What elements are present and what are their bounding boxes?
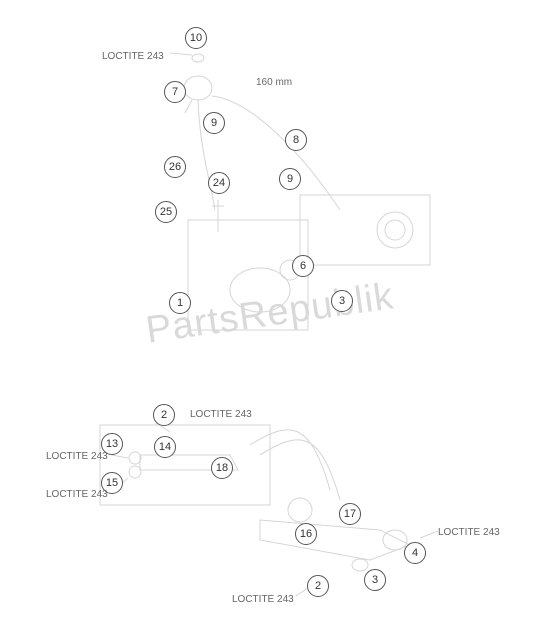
- callout-2: 2: [153, 404, 175, 426]
- callout-9: 9: [279, 168, 301, 190]
- note-label: LOCTITE 243: [438, 527, 500, 538]
- callout-24: 24: [208, 172, 230, 194]
- callout-2: 2: [307, 575, 329, 597]
- callout-1: 1: [169, 292, 191, 314]
- callout-8: 8: [285, 129, 307, 151]
- callout-7: 7: [164, 81, 186, 103]
- note-label: LOCTITE 243: [232, 594, 294, 605]
- note-label: LOCTITE 243: [46, 451, 108, 462]
- callout-9: 9: [203, 112, 225, 134]
- callout-18: 18: [211, 457, 233, 479]
- callout-16: 16: [295, 523, 317, 545]
- callout-25: 25: [155, 201, 177, 223]
- callout-14: 14: [154, 436, 176, 458]
- callout-6: 6: [292, 255, 314, 277]
- note-label: LOCTITE 243: [102, 51, 164, 62]
- callout-17: 17: [339, 503, 361, 525]
- note-label: LOCTITE 243: [190, 409, 252, 420]
- note-label: LOCTITE 243: [46, 489, 108, 500]
- callout-3: 3: [331, 290, 353, 312]
- note-label: 160 mm: [256, 77, 292, 88]
- callout-4: 4: [404, 542, 426, 564]
- callout-3: 3: [364, 569, 386, 591]
- callout-10: 10: [185, 27, 207, 49]
- callout-26: 26: [164, 156, 186, 178]
